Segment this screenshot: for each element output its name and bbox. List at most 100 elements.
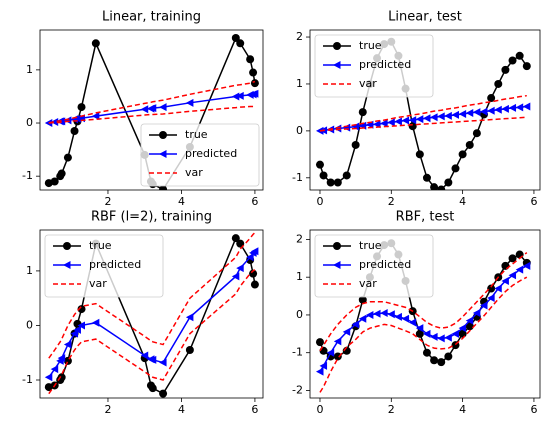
predicted-point xyxy=(451,110,459,119)
predicted-point xyxy=(487,293,495,302)
predicted-point xyxy=(380,309,388,318)
x-tick-label: 4 xyxy=(459,195,466,208)
true-point xyxy=(465,140,474,149)
true-point xyxy=(522,62,531,71)
true-point xyxy=(250,79,259,88)
predicted-point xyxy=(472,309,481,318)
true-point xyxy=(458,150,467,159)
true-point xyxy=(333,178,342,187)
y-tick-label: 0 xyxy=(296,308,303,321)
legend-label: true xyxy=(359,239,382,252)
true-point xyxy=(358,108,367,117)
y-tick-label: -2 xyxy=(292,383,303,396)
x-tick-label: 2 xyxy=(388,195,395,208)
predicted-point xyxy=(394,312,402,321)
true-point xyxy=(326,178,335,187)
subplot: RBF, test 0 2 4 6 -2 -1 0 1 2 true predicted var xyxy=(292,210,541,416)
true-point xyxy=(50,177,59,186)
x-tick-label: 6 xyxy=(251,195,258,208)
y-tick-label: 0 xyxy=(26,116,33,129)
predicted-point xyxy=(508,103,517,112)
predicted-point xyxy=(387,310,395,319)
predicted-point xyxy=(430,113,438,122)
predicted-point xyxy=(394,117,402,126)
legend-label: true xyxy=(185,128,208,141)
true-point xyxy=(231,234,240,243)
true-point xyxy=(515,51,524,60)
predicted-point xyxy=(480,301,488,310)
predicted-point xyxy=(77,321,86,330)
true-point xyxy=(415,329,424,338)
true-point xyxy=(487,94,496,103)
legend-box xyxy=(314,234,434,298)
true-point xyxy=(333,352,342,361)
legend-marker xyxy=(63,242,71,250)
true-point xyxy=(358,295,367,304)
predicted-point xyxy=(73,325,81,334)
legend-marker xyxy=(63,261,71,269)
subplot-title: RBF (l=2), training xyxy=(91,210,212,225)
predicted-point xyxy=(515,265,524,274)
y-tick-label: 1 xyxy=(26,264,33,277)
true-point xyxy=(501,65,510,74)
y-tick-label: 1 xyxy=(296,270,303,283)
true-point xyxy=(515,250,524,259)
predicted-point xyxy=(44,119,53,128)
predicted-point xyxy=(380,119,388,128)
legend: true predicted var xyxy=(140,123,260,187)
y-tick-label: 2 xyxy=(296,30,303,43)
subplot: Linear, training 2 4 6 -1 0 1 true predicted var xyxy=(22,10,264,208)
subplot-title: Linear, test xyxy=(388,10,462,25)
predicted-point xyxy=(140,351,149,360)
legend-label: var xyxy=(185,166,203,179)
true-point xyxy=(451,164,460,173)
true-point xyxy=(57,169,66,178)
predicted-point xyxy=(185,313,194,322)
true-point xyxy=(185,346,194,354)
axes-frame xyxy=(309,229,541,399)
true-point xyxy=(249,68,258,77)
predicted-point xyxy=(315,126,324,135)
true-point xyxy=(422,348,431,357)
true-point xyxy=(249,269,258,278)
predicted-point xyxy=(236,264,244,273)
legend-label: predicted xyxy=(359,58,411,71)
true-point xyxy=(77,103,86,112)
predicted-point xyxy=(422,329,431,338)
predicted-point xyxy=(44,373,53,382)
legend-label: true xyxy=(359,39,382,52)
predicted-point xyxy=(401,314,410,323)
true-point xyxy=(63,153,72,162)
legend-marker xyxy=(333,261,341,269)
true-point xyxy=(430,183,439,190)
var-upper-line xyxy=(319,252,528,352)
predicted-point xyxy=(50,117,59,126)
predicted-point xyxy=(494,105,502,114)
true-point xyxy=(148,384,157,393)
true-point xyxy=(236,39,245,48)
true-point xyxy=(501,261,510,270)
y-tick-label: 1 xyxy=(296,77,303,90)
true-point xyxy=(250,280,259,289)
true-point xyxy=(70,126,79,135)
y-tick-label: 0 xyxy=(26,318,33,331)
legend-marker xyxy=(333,61,341,69)
legend-marker xyxy=(159,131,167,139)
predicted-point xyxy=(437,112,445,121)
legend: true predicted var xyxy=(44,234,164,298)
predicted-point xyxy=(246,253,254,262)
predicted-point xyxy=(140,105,149,114)
true-point xyxy=(487,284,496,293)
y-tick-label: 0 xyxy=(296,124,303,137)
predicted-point xyxy=(231,272,240,281)
predicted-point xyxy=(91,318,100,327)
subplot-title: Linear, training xyxy=(102,10,201,25)
predicted-point xyxy=(465,109,474,118)
predicted-point xyxy=(437,334,445,343)
subplot: Linear, test 0 2 4 6 -1 0 1 2 true predicted var xyxy=(292,10,541,208)
true-point xyxy=(430,356,439,365)
true-point xyxy=(494,79,503,88)
predicted-point xyxy=(73,114,81,123)
predicted-point xyxy=(63,116,72,125)
true-point xyxy=(246,55,255,64)
